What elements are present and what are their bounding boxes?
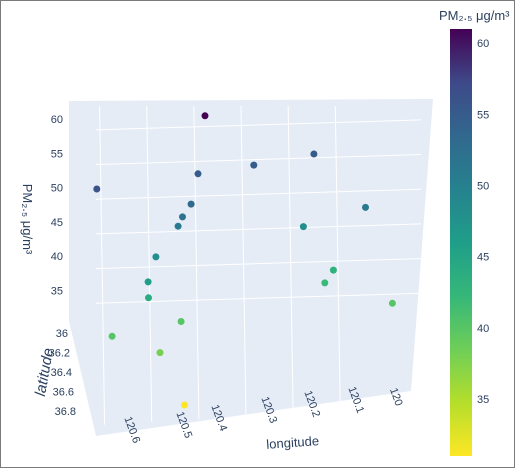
z-tick-label: 40 <box>51 251 63 263</box>
data-point[interactable] <box>194 170 202 178</box>
y-tick-label: 36.8 <box>55 406 76 418</box>
colorbar-tick-label: 55 <box>477 109 489 121</box>
grid-line-x <box>146 105 153 422</box>
x-tick-label: 120 <box>387 386 405 407</box>
left-wall <box>69 101 96 436</box>
grid-line-x <box>287 105 294 414</box>
data-point[interactable] <box>201 112 209 120</box>
grid-line-z <box>95 188 422 200</box>
data-point[interactable] <box>174 222 182 230</box>
data-point[interactable] <box>177 318 185 325</box>
data-point[interactable] <box>299 223 307 231</box>
grid-line-z <box>95 119 422 131</box>
grid-line-x <box>334 105 341 411</box>
colorbar-tick-label: 50 <box>477 181 489 193</box>
colorbar-tick-label: 60 <box>477 38 489 50</box>
colorbar-title: PM₂.₅ μg/m³ <box>439 8 510 23</box>
grid-line-x <box>99 105 106 425</box>
z-tick-label: 35 <box>51 286 63 298</box>
z-tick-label: 50 <box>51 183 63 195</box>
data-point[interactable] <box>181 401 188 409</box>
grid-line-z <box>95 154 422 166</box>
colorbar-tick-label: 40 <box>477 323 489 335</box>
data-point[interactable] <box>321 279 329 287</box>
y-tick-label: 36.2 <box>49 348 70 360</box>
y-tick-label: 36.4 <box>51 367 72 379</box>
data-point[interactable] <box>108 332 116 340</box>
data-point[interactable] <box>388 299 396 307</box>
colorbar-tick-label: 35 <box>477 394 489 406</box>
data-point[interactable] <box>145 294 152 302</box>
data-point[interactable] <box>250 161 258 169</box>
grid-line-x <box>193 105 200 419</box>
data-point[interactable] <box>156 349 164 357</box>
data-point[interactable] <box>187 200 195 208</box>
data-point[interactable] <box>152 253 160 261</box>
grid-line-z <box>95 258 422 270</box>
data-points <box>93 112 396 409</box>
data-point[interactable] <box>329 266 337 274</box>
z-tick-label: 55 <box>51 148 63 160</box>
z-tick-label: 60 <box>51 114 63 126</box>
colorbar-tick-label: 45 <box>477 252 489 264</box>
colorbar-ticks: 60 55 50 45 40 35 <box>477 38 489 406</box>
grid-line-x <box>240 105 247 417</box>
grid-line-z <box>95 223 422 235</box>
data-point[interactable] <box>362 203 369 211</box>
y-tick-label: 36.6 <box>53 387 74 399</box>
z-axis-title: PM₂.₅ μg/m³ <box>20 184 35 255</box>
y-axis-ticks: 36 36.2 36.4 36.6 36.8 <box>49 328 76 418</box>
y-tick-label: 36 <box>56 328 68 340</box>
data-point[interactable] <box>144 278 152 286</box>
colorbar <box>450 29 472 456</box>
data-point[interactable] <box>310 150 318 158</box>
grid-lines <box>95 105 422 425</box>
z-axis-ticks: 60 55 50 45 40 35 <box>51 114 63 298</box>
z-tick-label: 45 <box>51 217 63 229</box>
data-point[interactable] <box>179 213 186 221</box>
x-axis-title: longitude <box>266 433 320 452</box>
data-point[interactable] <box>93 185 101 193</box>
